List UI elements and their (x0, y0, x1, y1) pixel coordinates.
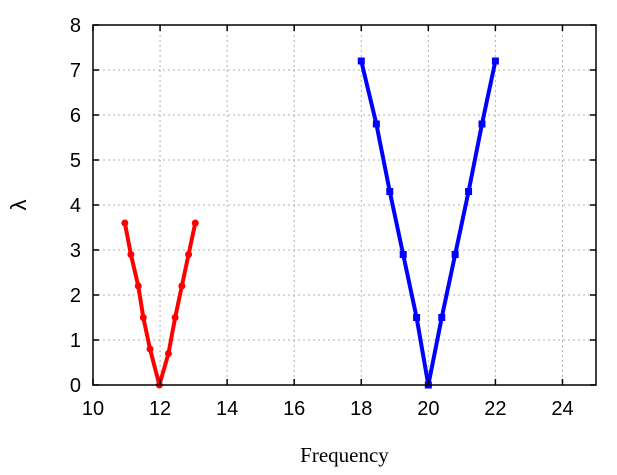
y-axis-label: λ (6, 200, 31, 211)
y-tick-label: 6 (70, 105, 81, 127)
y-tick-label: 4 (70, 195, 81, 217)
y-tick-label: 3 (70, 240, 81, 262)
x-tick-label: 14 (216, 398, 238, 420)
x-tick-label: 24 (551, 398, 573, 420)
data-point (185, 251, 193, 258)
y-tick-label: 2 (70, 285, 81, 307)
y-tick-label: 7 (70, 60, 81, 82)
data-point (451, 251, 459, 258)
data-point (465, 188, 473, 195)
y-tick-label: 5 (70, 150, 81, 172)
x-tick-label: 16 (283, 398, 305, 420)
data-point (372, 120, 380, 128)
x-tick-label: 20 (417, 398, 439, 420)
data-point (438, 314, 446, 321)
data-point (478, 120, 486, 128)
series-0 (121, 219, 199, 389)
data-point (127, 251, 135, 258)
grid (93, 25, 596, 385)
data-point (178, 282, 186, 290)
y-tick-label: 0 (70, 375, 81, 397)
data-point (139, 314, 147, 321)
x-tick-label: 18 (350, 398, 372, 420)
data-point (164, 350, 172, 357)
data-point (386, 188, 394, 195)
x-tick-label: 22 (484, 398, 506, 420)
y-tick-label: 1 (70, 330, 81, 352)
x-tick-label: 10 (82, 398, 104, 420)
y-tick-label: 8 (70, 15, 81, 37)
data-point (357, 57, 365, 65)
data-point (171, 314, 179, 321)
x-axis-label: Frequency (300, 443, 389, 467)
data-point (191, 219, 199, 227)
data-point (491, 57, 499, 65)
data-point (121, 219, 129, 227)
data-point (413, 314, 421, 321)
x-tick-label: 12 (149, 398, 171, 420)
data-point (146, 345, 154, 353)
series-layer (121, 57, 499, 389)
series-1 (357, 57, 499, 389)
data-point (134, 282, 142, 290)
data-point (399, 251, 407, 258)
